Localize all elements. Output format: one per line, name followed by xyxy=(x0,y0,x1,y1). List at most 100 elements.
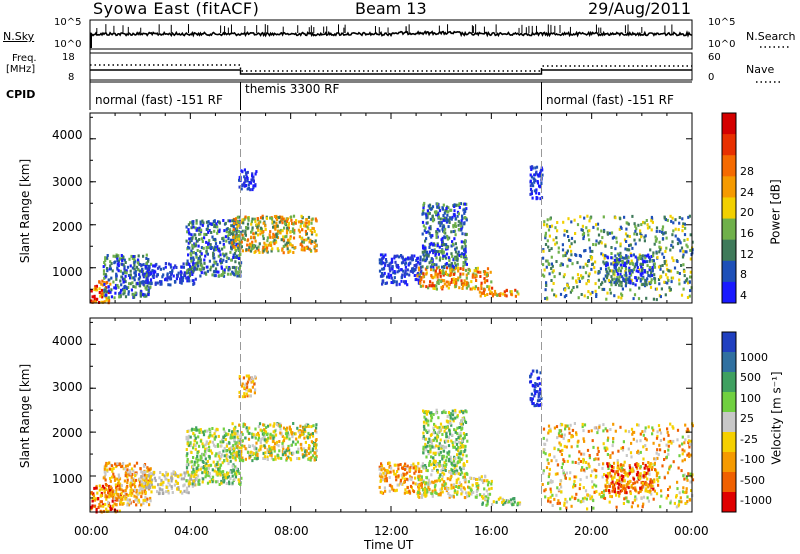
power-cell xyxy=(443,230,446,234)
power-cell xyxy=(306,225,309,229)
power-cell xyxy=(271,247,274,251)
power-cell xyxy=(497,293,500,297)
power-cell xyxy=(447,210,450,214)
power-cell xyxy=(191,273,194,276)
velocity-cell xyxy=(441,411,444,415)
power-cell xyxy=(439,217,442,221)
power-cell xyxy=(400,261,404,265)
power-cell xyxy=(564,254,567,257)
velocity-cell xyxy=(412,490,416,494)
power-cell xyxy=(574,253,577,257)
power-cell xyxy=(680,264,683,267)
velocity-cell xyxy=(202,453,205,457)
power-cell xyxy=(212,254,215,258)
power-cell xyxy=(424,239,427,243)
power-cell xyxy=(454,257,457,261)
velocity-cell xyxy=(287,444,290,448)
power-cell xyxy=(462,202,465,206)
power-cell xyxy=(213,256,216,260)
power-cell xyxy=(212,238,215,241)
velocity-cell xyxy=(144,490,147,494)
power-cell xyxy=(453,203,456,207)
power-cell xyxy=(116,266,119,270)
velocity-cell xyxy=(427,452,430,456)
power-cell xyxy=(188,279,191,283)
velocity-cell xyxy=(385,479,388,483)
power-cell xyxy=(147,259,150,263)
power-cell xyxy=(393,276,396,280)
velocity-cell xyxy=(232,447,235,451)
power-cell xyxy=(591,249,594,253)
velocity-cell xyxy=(187,443,191,447)
power-cell xyxy=(595,293,598,296)
power-cell xyxy=(397,266,400,269)
power-cell xyxy=(594,270,597,274)
power-cell xyxy=(657,278,661,281)
velocity-cell xyxy=(410,478,413,482)
power-cell xyxy=(556,229,559,233)
power-cell xyxy=(606,255,609,259)
power-cell xyxy=(547,245,550,249)
power-cell xyxy=(397,255,400,259)
power-cell xyxy=(436,242,439,246)
velocity-cell xyxy=(388,489,391,493)
power-cell xyxy=(429,227,432,231)
velocity-cell xyxy=(154,479,157,483)
power-cell xyxy=(537,174,540,178)
power-cell xyxy=(240,261,243,265)
power-cell xyxy=(611,269,614,273)
power-cell xyxy=(559,292,563,296)
power-cell xyxy=(224,235,227,239)
velocity-cell xyxy=(181,491,184,495)
nave-line xyxy=(90,64,692,72)
velocity-cell xyxy=(433,479,437,483)
power-cell xyxy=(678,278,681,282)
power-cell xyxy=(429,234,432,238)
power-cell xyxy=(313,245,316,249)
power-cell xyxy=(683,238,686,242)
velocity-cell xyxy=(262,423,265,427)
power-cell xyxy=(234,249,238,253)
velocity-cell xyxy=(263,455,266,459)
power-cell xyxy=(395,265,399,269)
power-cell xyxy=(115,274,118,278)
velocity-cell xyxy=(454,408,457,412)
power-cell xyxy=(646,277,649,281)
velocity-cell xyxy=(457,486,460,490)
velocity-cell xyxy=(147,474,150,478)
power-cell xyxy=(438,271,442,275)
velocity-cell xyxy=(448,457,451,461)
power-cell xyxy=(249,249,253,253)
velocity-cell xyxy=(249,389,252,393)
velocity-cell xyxy=(150,472,153,475)
power-cell xyxy=(122,272,125,276)
power-cell xyxy=(104,263,107,267)
velocity-cell xyxy=(417,478,420,482)
power-cell xyxy=(421,244,425,248)
power-cell xyxy=(538,192,541,196)
power-cell xyxy=(633,222,636,226)
velocity-cell xyxy=(145,476,148,480)
velocity-cell xyxy=(214,445,217,448)
power-cell xyxy=(199,250,202,254)
power-cell xyxy=(179,280,182,284)
velocity-cell xyxy=(191,465,195,469)
power-cell xyxy=(564,288,567,292)
power-cell xyxy=(462,255,466,259)
power-cell xyxy=(261,214,264,218)
power-cell xyxy=(491,294,494,298)
power-cell xyxy=(193,242,196,246)
velocity-cell xyxy=(430,463,433,467)
velocity-cell xyxy=(131,491,134,495)
power-cell xyxy=(161,275,164,279)
power-cell xyxy=(134,291,137,295)
velocity-cell xyxy=(433,445,436,449)
power-cell xyxy=(686,277,689,281)
velocity-cell xyxy=(102,476,105,480)
velocity-cell xyxy=(430,414,433,418)
power-cell xyxy=(189,221,192,225)
power-cell xyxy=(587,274,590,278)
power-cell xyxy=(286,247,289,251)
power-cell xyxy=(129,276,132,280)
velocity-cell xyxy=(426,469,429,473)
